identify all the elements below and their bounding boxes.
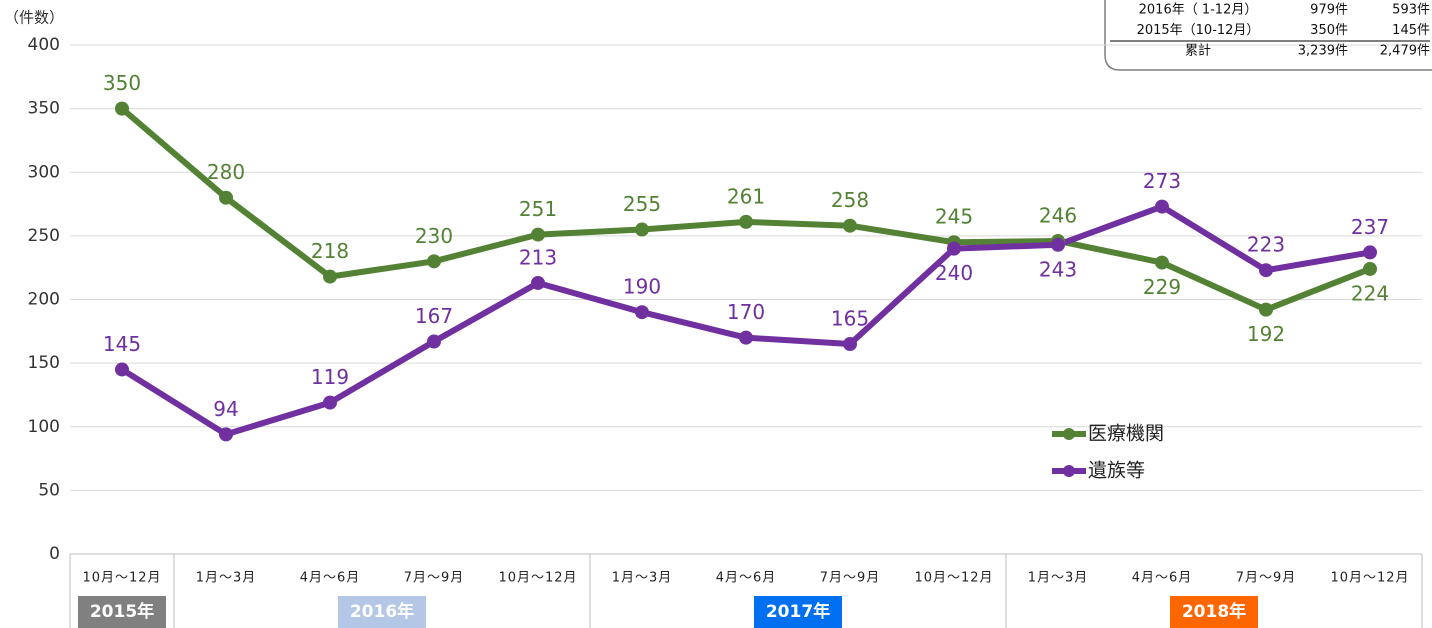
table-cell: 2016年（ 1-12月） xyxy=(1139,3,1258,18)
x-tick-label: 7月～9月 xyxy=(1236,571,1297,586)
data-label: 223 xyxy=(1247,233,1285,257)
y-tick-label: 50 xyxy=(38,480,60,500)
data-point xyxy=(947,241,961,256)
table-cell: 2,479件 xyxy=(1380,44,1430,59)
data-label: 190 xyxy=(623,275,661,299)
year-badge xyxy=(338,596,426,628)
data-label: 273 xyxy=(1143,169,1181,193)
series-line xyxy=(120,106,1372,313)
y-tick-label: 400 xyxy=(28,35,60,55)
x-tick-label: 1月～3月 xyxy=(612,571,673,586)
year-label: 2018年 xyxy=(1182,601,1246,622)
y-tick-label: 200 xyxy=(28,290,60,310)
data-label: 230 xyxy=(415,224,453,248)
data-point xyxy=(1259,302,1273,317)
data-label: 255 xyxy=(623,192,661,216)
y-tick-label: 0 xyxy=(49,544,60,564)
data-label: 258 xyxy=(831,188,869,212)
data-point xyxy=(1259,263,1273,278)
data-point xyxy=(219,427,233,442)
y-tick-label: 300 xyxy=(28,162,60,182)
data-point xyxy=(635,305,649,320)
x-tick-label: 4月～6月 xyxy=(300,571,361,586)
data-label: 237 xyxy=(1351,215,1389,239)
data-label: 167 xyxy=(415,304,453,328)
legend-dot xyxy=(1063,428,1075,440)
year-label: 2015年 xyxy=(90,601,154,622)
year-badge xyxy=(754,596,842,628)
x-tick-label: 1月～3月 xyxy=(1028,571,1089,586)
table-cell: 350件 xyxy=(1310,23,1348,38)
data-label: 165 xyxy=(831,307,869,331)
legend-label: 医療機関 xyxy=(1088,423,1164,445)
year-badge xyxy=(78,596,166,628)
table-cell: 3,239件 xyxy=(1298,44,1348,59)
data-label: 213 xyxy=(519,245,557,269)
data-label: 243 xyxy=(1039,257,1077,281)
data-point xyxy=(1051,237,1065,252)
data-label: 245 xyxy=(935,205,973,229)
data-label: 192 xyxy=(1247,322,1285,346)
table-cell: 累計 xyxy=(1185,43,1211,59)
y-axis-label: （件数） xyxy=(4,9,64,27)
year-label: 2016年 xyxy=(350,601,414,622)
legend-label: 遺族等 xyxy=(1088,460,1145,482)
data-point xyxy=(1155,199,1169,214)
data-label: 218 xyxy=(311,239,349,263)
table-cell: 2015年（10-12月） xyxy=(1137,23,1260,38)
data-label: 280 xyxy=(207,160,245,184)
x-tick-label: 10月～12月 xyxy=(1330,571,1409,586)
y-tick-label: 350 xyxy=(28,99,60,119)
x-tick-label: 4月～6月 xyxy=(1132,571,1193,586)
data-label: 229 xyxy=(1143,275,1181,299)
table-cell: 593件 xyxy=(1392,3,1430,18)
data-point xyxy=(115,101,129,116)
data-point xyxy=(323,395,337,410)
data-point xyxy=(115,362,129,377)
data-point xyxy=(843,218,857,233)
data-point xyxy=(1363,261,1377,276)
data-point xyxy=(219,190,233,205)
table-cell: 979件 xyxy=(1310,3,1348,18)
data-label: 246 xyxy=(1039,203,1077,227)
data-label: 261 xyxy=(727,184,765,208)
data-point xyxy=(427,254,441,269)
year-badge xyxy=(1170,596,1258,628)
x-tick-label: 4月～6月 xyxy=(716,571,777,586)
data-label: 94 xyxy=(213,397,238,421)
y-tick-label: 100 xyxy=(28,417,60,437)
data-label: 350 xyxy=(103,71,141,95)
data-point xyxy=(531,227,545,242)
x-tick-label: 10月～12月 xyxy=(914,571,993,586)
data-label: 240 xyxy=(935,261,973,285)
data-point xyxy=(1155,255,1169,270)
table-cell: 145件 xyxy=(1392,23,1430,38)
data-label: 170 xyxy=(727,300,765,324)
data-label: 119 xyxy=(311,365,349,389)
data-label: 224 xyxy=(1351,281,1389,305)
x-tick-label: 10月～12月 xyxy=(498,571,577,586)
data-point xyxy=(739,330,753,345)
x-tick-label: 1月～3月 xyxy=(196,571,257,586)
year-label: 2017年 xyxy=(766,601,830,622)
data-label: 145 xyxy=(103,332,141,356)
data-point xyxy=(1363,245,1377,260)
data-point xyxy=(427,334,441,349)
data-point xyxy=(635,222,649,237)
x-tick-label: 7月～9月 xyxy=(404,571,465,586)
y-tick-label: 250 xyxy=(28,226,60,246)
data-point xyxy=(843,337,857,352)
x-tick-label: 10月～12月 xyxy=(82,571,161,586)
data-point xyxy=(323,269,337,284)
y-tick-label: 150 xyxy=(28,353,60,373)
data-point xyxy=(739,214,753,229)
data-label: 251 xyxy=(519,197,557,221)
data-point xyxy=(531,275,545,290)
legend-dot xyxy=(1063,465,1075,477)
summary-box xyxy=(1104,0,1432,71)
x-tick-label: 7月～9月 xyxy=(820,571,881,586)
